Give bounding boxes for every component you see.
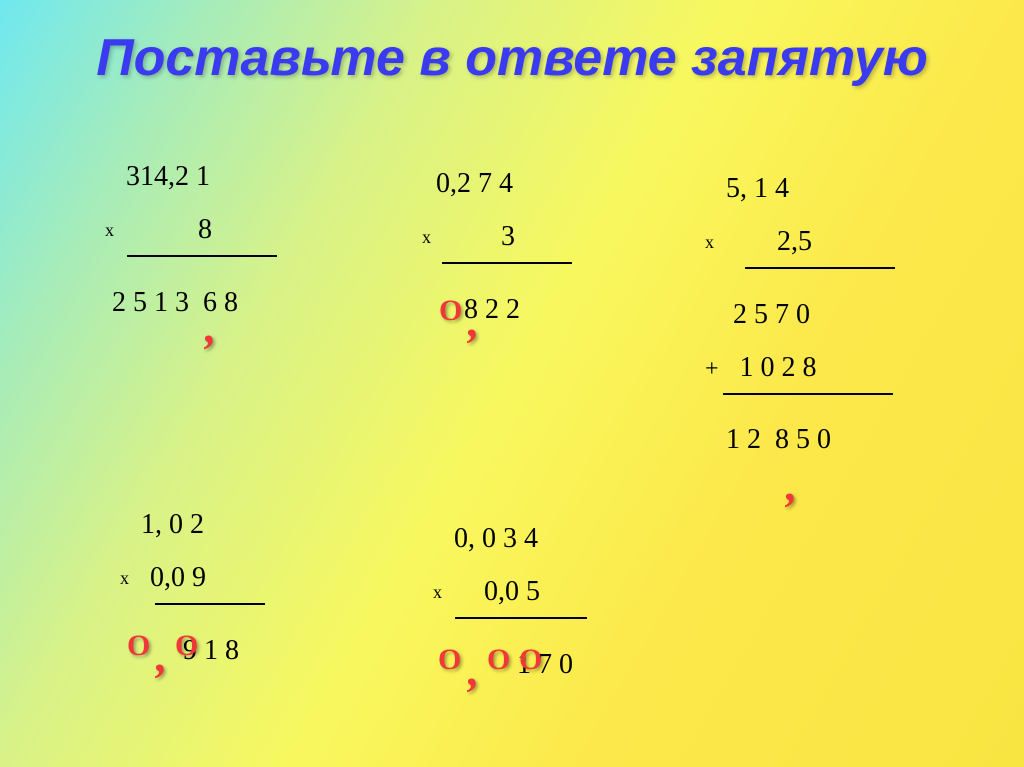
p1-line1: 314,2 1 [105,150,277,203]
p3-comma: , [786,458,798,511]
p1-comma: , [205,300,217,353]
p5-hr [455,590,587,643]
p3-line3: 2 5 7 0 [705,288,895,341]
p3-hr2 [723,366,895,419]
p1-line3: 2 5 1 3 6 8 [105,276,277,329]
problem-3: 5, 1 4 х 2,5 2 5 7 0 + 1 0 2 8 1 2 8 5 0 [705,162,895,466]
problem-1: 314,2 1 х 8 2 5 1 3 6 8 [105,150,277,329]
p4-hr [155,576,265,629]
p2-line1: 0,2 7 4 [415,157,572,210]
p5-O3: О [519,643,542,677]
p4-comma: , [156,629,168,682]
p5-O2: О [487,643,510,677]
p5-comma: , [468,643,480,696]
p5-line1: 0, 0 3 4 [433,512,587,565]
p3-line5: 1 2 8 5 0 [705,413,895,466]
p3-hr1 [745,240,895,293]
p2-hr [442,235,572,288]
p3-line1: 5, 1 4 [705,162,895,215]
p4-line1: 1, 0 2 [120,498,265,551]
p4-O1: О [127,629,150,663]
p2-comma: , [468,294,480,347]
p1-hr [127,228,277,281]
page-title: Поставьте в ответе запятую [96,28,928,88]
p2-O: О [439,294,462,328]
p4-O2: О [175,629,198,663]
p5-O1: О [438,643,461,677]
